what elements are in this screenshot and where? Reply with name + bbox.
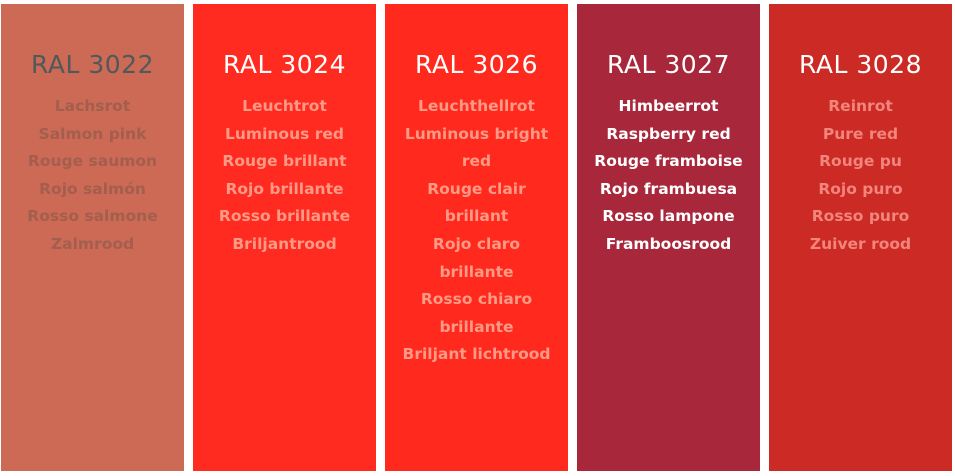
swatch-name-de: Leuchthellrot xyxy=(418,97,535,115)
swatch-ral-3027: RAL 3027 Himbeerrot Raspberry red Rouge … xyxy=(577,4,760,471)
swatch-name-en: Salmon pink xyxy=(38,124,147,143)
swatch-name-es: Rojo frambuesa xyxy=(599,179,738,198)
swatch-code: RAL 3024 xyxy=(223,50,346,79)
swatch-ral-3024: RAL 3024 Leuchtrot Luminous red Rouge br… xyxy=(193,4,376,471)
swatch-names: Himbeerrot Raspberry red Rouge framboise… xyxy=(577,93,760,259)
swatch-name-de: Reinrot xyxy=(828,97,893,115)
swatch-name-nl: Zuiver rood xyxy=(809,234,912,253)
swatch-name-nl: Briljantrood xyxy=(232,234,337,253)
swatch-ral-3022: RAL 3022 Lachsrot Salmon pink Rouge saum… xyxy=(1,4,184,471)
swatch-names: Lachsrot Salmon pink Rouge saumon Rojo s… xyxy=(1,93,184,259)
swatch-name-it: Rosso puro xyxy=(811,207,910,226)
swatch-name-fr: Rouge pu xyxy=(819,152,902,171)
swatch-names: Reinrot Pure red Rouge pu Rojo puro Ross… xyxy=(769,93,952,259)
swatch-name-en: Raspberry red xyxy=(606,124,731,143)
swatch-name-nl: Briljant lichtrood xyxy=(402,345,551,364)
swatch-name-de: Leuchtrot xyxy=(242,97,327,115)
swatch-name-it: Rosso chiaro brillante xyxy=(420,290,533,336)
swatch-name-en: Pure red xyxy=(822,124,899,143)
swatch-name-de: Himbeerrot xyxy=(618,97,719,115)
swatch-name-nl: Zalmrood xyxy=(50,234,135,253)
swatch-name-fr: Rouge saumon xyxy=(27,152,158,171)
swatch-name-it: Rosso salmone xyxy=(27,207,158,226)
swatch-name-en: Luminous red xyxy=(225,124,344,143)
swatch-ral-3026: RAL 3026 Leuchthellrot Luminous bright r… xyxy=(385,4,568,471)
swatch-names: Leuchtrot Luminous red Rouge brillant Ro… xyxy=(193,93,376,259)
swatch-names: Leuchthellrot Luminous bright red Rouge … xyxy=(385,93,568,369)
swatch-name-it: Rosso brillante xyxy=(218,207,351,226)
swatch-name-fr: Rouge clair brillant xyxy=(427,179,526,226)
swatch-name-de: Lachsrot xyxy=(54,97,131,115)
swatch-name-fr: Rouge framboise xyxy=(594,152,743,171)
swatch-name-nl: Framboosrood xyxy=(605,234,732,253)
swatch-name-fr: Rouge brillant xyxy=(222,152,347,171)
swatch-code: RAL 3022 xyxy=(31,50,154,79)
swatch-code: RAL 3027 xyxy=(607,50,730,79)
swatch-name-es: Rojo salmón xyxy=(39,179,146,198)
swatch-code: RAL 3026 xyxy=(415,50,538,79)
swatch-name-es: Rojo puro xyxy=(818,179,903,198)
swatch-name-es: Rojo claro brillante xyxy=(432,234,521,281)
swatch-code: RAL 3028 xyxy=(799,50,922,79)
swatch-ral-3028: RAL 3028 Reinrot Pure red Rouge pu Rojo … xyxy=(769,4,952,471)
swatch-name-es: Rojo brillante xyxy=(225,179,344,198)
swatch-name-it: Rosso lampone xyxy=(602,207,735,226)
swatch-name-en: Luminous bright red xyxy=(404,124,549,171)
